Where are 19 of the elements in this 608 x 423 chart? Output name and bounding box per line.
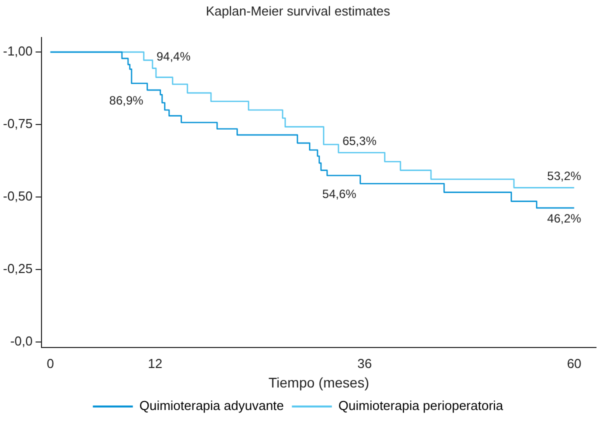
y-tick-label: -0,75 xyxy=(2,116,33,132)
y-tick-label: -0,25 xyxy=(2,260,33,276)
annotation: 86,9% xyxy=(109,93,144,108)
annotation: 53,2% xyxy=(547,168,582,183)
y-tick-label: -0,0 xyxy=(10,333,33,348)
annotation: 54,6% xyxy=(322,186,357,201)
x-tick-label: 12 xyxy=(148,356,162,371)
x-axis-title: Tiempo (meses) xyxy=(268,374,370,390)
annotation: 94,4% xyxy=(156,50,191,64)
x-tick-label: 60 xyxy=(566,356,582,371)
legend-label: Quimioterapia adyuvante xyxy=(139,398,284,414)
annotation: 46,2% xyxy=(547,211,582,226)
annotation: 65,3% xyxy=(342,134,377,148)
chart-title: Kaplan-Meier survival estimates xyxy=(206,3,391,18)
x-tick-label: 0 xyxy=(46,356,54,371)
y-tick-label: -1,00 xyxy=(2,44,33,59)
y-tick-label: -0,50 xyxy=(2,188,33,204)
x-tick-label: 36 xyxy=(357,356,372,371)
legend-label: Quimioterapia perioperatoria xyxy=(338,398,504,414)
